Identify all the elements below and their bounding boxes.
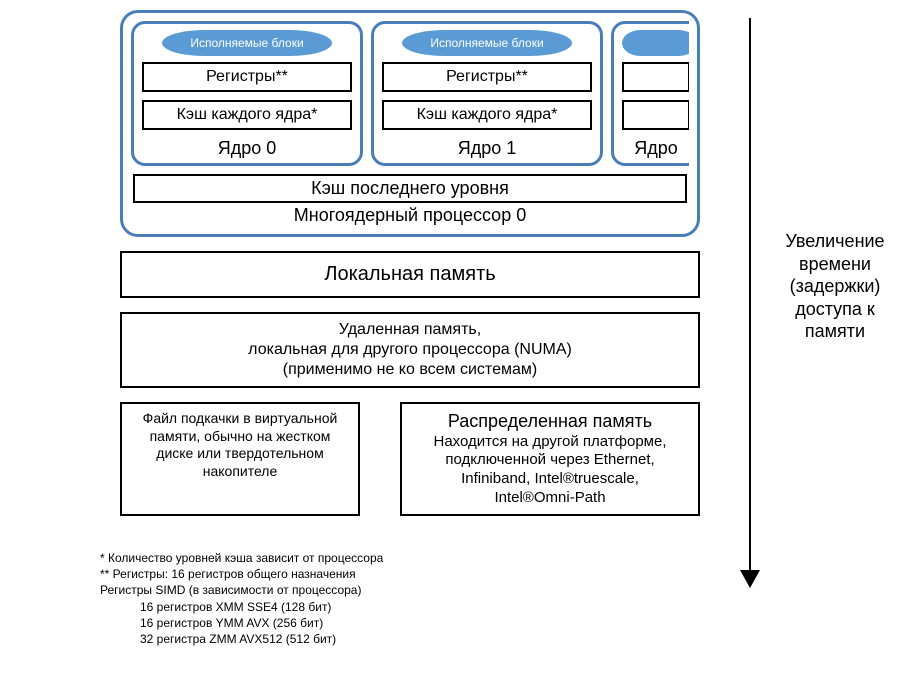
remote-mem-line: Удаленная память, <box>122 320 698 340</box>
footnote-line: * Количество уровней кэша зависит от про… <box>100 550 383 566</box>
exec-blocks-pill: Исполняемые блоки <box>162 30 332 56</box>
exec-blocks-pill <box>622 30 689 56</box>
dist-line: Intel®Omni-Path <box>408 489 692 508</box>
remote-mem-line: локальная для другого процессора (NUMA) <box>122 340 698 360</box>
swap-line: накопителе <box>128 463 352 481</box>
side-label-line: Увеличение <box>770 230 900 253</box>
core-label: Ядро 1 <box>382 138 592 159</box>
core-cache-box: Кэш каждого ядра* <box>382 100 592 130</box>
processor-label: Многоядерный процессор 0 <box>131 203 689 226</box>
footnote-line: 16 регистров YMM AVX (256 бит) <box>100 615 383 631</box>
remote-mem-line: (применимо не ко всем системам) <box>122 360 698 380</box>
side-label-line: (задержки) <box>770 275 900 298</box>
dist-line: Infiniband, Intel®truescale, <box>408 470 692 489</box>
latency-label: Увеличение времени (задержки) доступа к … <box>770 230 900 343</box>
core-label: Ядро <box>622 138 689 159</box>
memory-hierarchy-diagram: Исполняемые блоки Регистры** Кэш каждого… <box>120 10 700 516</box>
cores-row: Исполняемые блоки Регистры** Кэш каждого… <box>131 21 689 166</box>
last-level-cache-box: Кэш последнего уровня <box>133 174 687 203</box>
side-label-line: доступа к <box>770 298 900 321</box>
footnote-line: 16 регистров XMM SSE4 (128 бит) <box>100 599 383 615</box>
processor-box: Исполняемые блоки Регистры** Кэш каждого… <box>120 10 700 237</box>
registers-box <box>622 62 689 92</box>
swap-line: памяти, обычно на жестком <box>128 428 352 446</box>
distributed-memory-box: Распределенная память Находится на друго… <box>400 402 700 516</box>
swap-line: Файл подкачки в виртуальной <box>128 410 352 428</box>
registers-box: Регистры** <box>142 62 352 92</box>
local-memory-box: Локальная память <box>120 251 700 298</box>
side-label-line: времени <box>770 253 900 276</box>
core-cache-box <box>622 100 689 130</box>
remote-memory-box: Удаленная память, локальная для другого … <box>120 312 700 388</box>
core-1: Исполняемые блоки Регистры** Кэш каждого… <box>371 21 603 166</box>
footnote-line: 32 регистра ZMM AVX512 (512 бит) <box>100 631 383 647</box>
latency-arrow-icon <box>735 18 765 588</box>
footnotes: * Количество уровней кэша зависит от про… <box>100 550 383 647</box>
dist-title: Распределенная память <box>408 410 692 433</box>
side-label-line: памяти <box>770 320 900 343</box>
bottom-row: Файл подкачки в виртуальной памяти, обыч… <box>120 402 700 516</box>
core-cache-box: Кэш каждого ядра* <box>142 100 352 130</box>
dist-line: подключенной через Ethernet, <box>408 451 692 470</box>
registers-box: Регистры** <box>382 62 592 92</box>
swap-line: диске или твердотельном <box>128 445 352 463</box>
core-label: Ядро 0 <box>142 138 352 159</box>
core-0: Исполняемые блоки Регистры** Кэш каждого… <box>131 21 363 166</box>
swap-file-box: Файл подкачки в виртуальной памяти, обыч… <box>120 402 360 516</box>
exec-blocks-pill: Исполняемые блоки <box>402 30 572 56</box>
footnote-line: ** Регистры: 16 регистров общего назначе… <box>100 566 383 582</box>
core-n-truncated: Ядро <box>611 21 689 166</box>
dist-line: Находится на другой платформе, <box>408 433 692 452</box>
footnote-line: Регистры SIMD (в зависимости от процессо… <box>100 582 383 598</box>
